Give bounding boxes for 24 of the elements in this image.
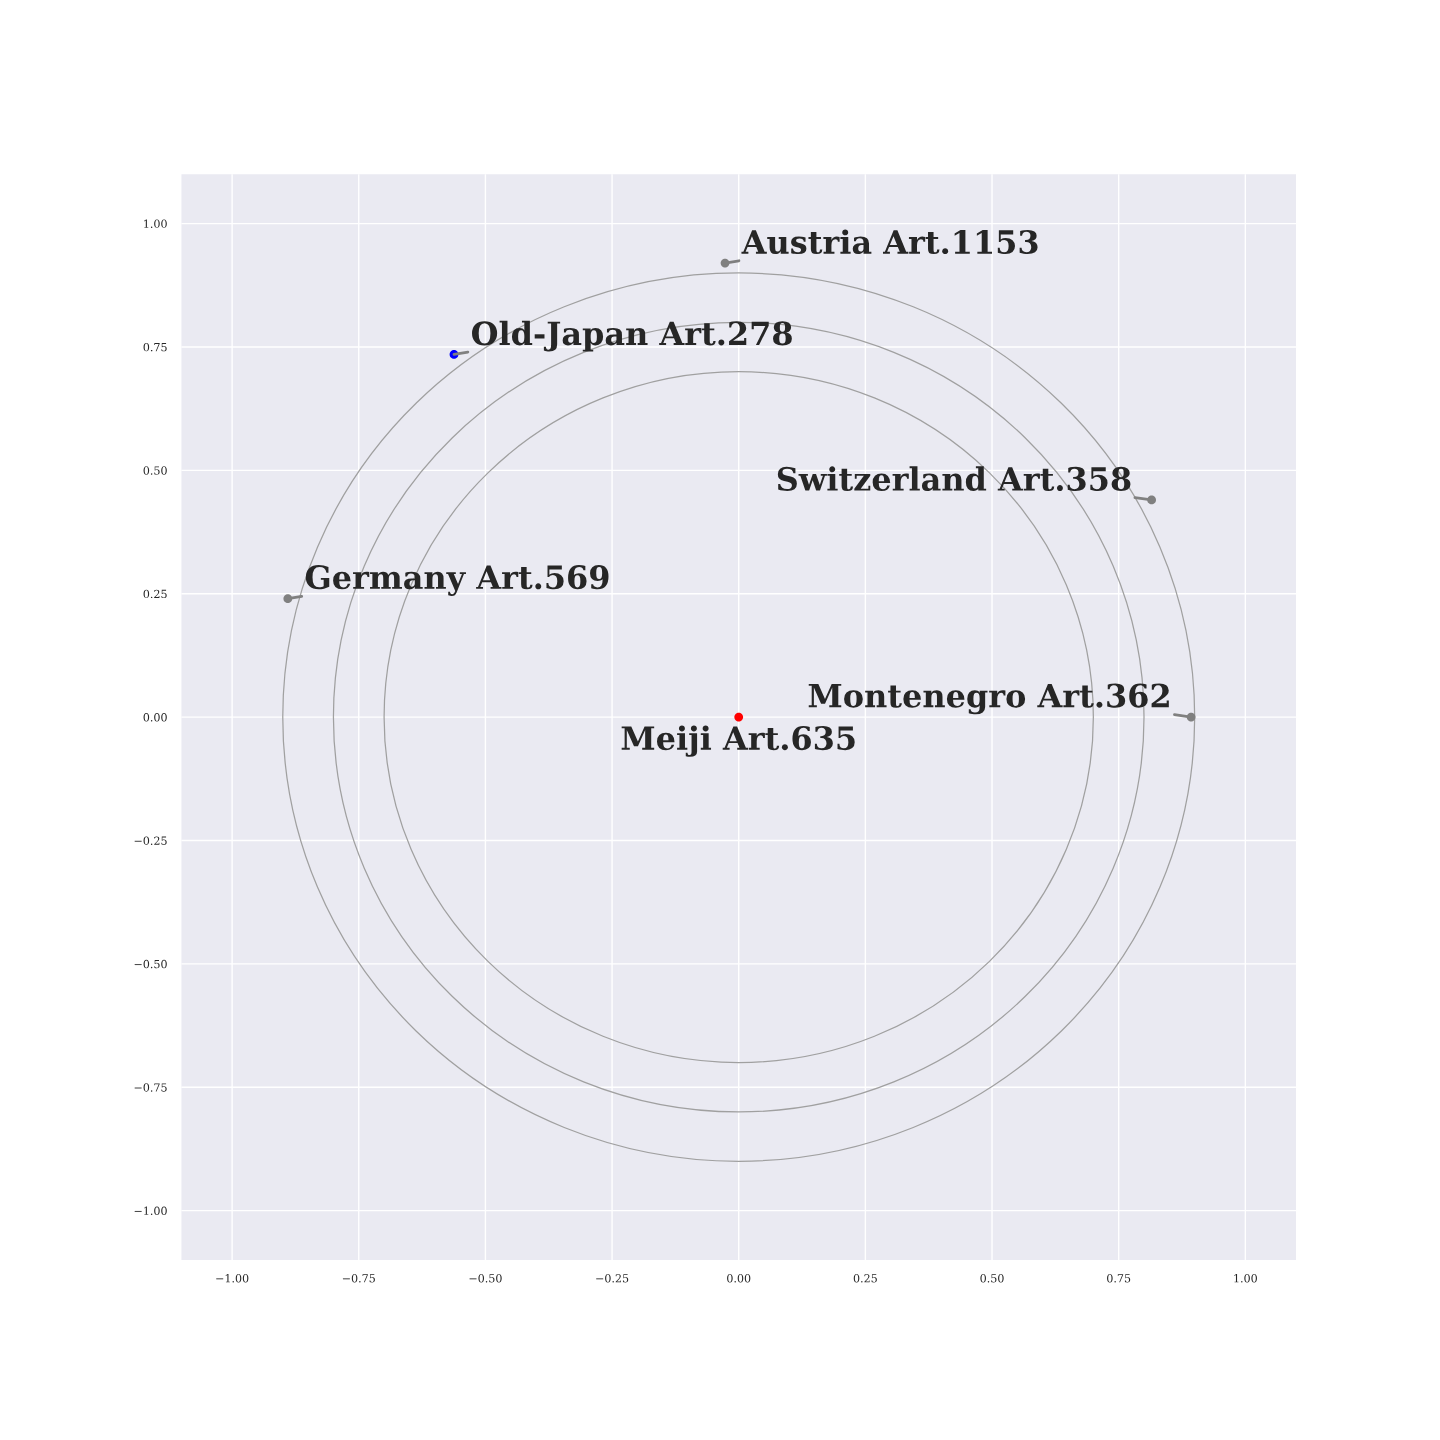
x-tick-label: 1.00 xyxy=(1234,1274,1257,1283)
x-tick-label: 0.75 xyxy=(1107,1274,1131,1283)
x-tick-label: 0.00 xyxy=(727,1274,751,1283)
data-label: Old-Japan Art.278 xyxy=(472,320,792,352)
x-tick-label: 0.50 xyxy=(980,1274,1004,1283)
y-tick-label: 0.75 xyxy=(143,342,167,352)
data-label: Montenegro Art.362 xyxy=(808,683,1169,715)
x-tick-label: −0.50 xyxy=(469,1274,502,1283)
data-label: Meiji Art.635 xyxy=(621,725,855,757)
y-tick-label: 0.25 xyxy=(143,589,167,599)
data-label: Austria Art.1153 xyxy=(741,229,1038,255)
y-tick-label: −0.75 xyxy=(134,1083,167,1092)
y-tick-label: −0.50 xyxy=(134,959,167,969)
y-tick-label: 0.00 xyxy=(143,713,167,722)
x-tick-label: −0.75 xyxy=(342,1274,375,1283)
data-label: Switzerland Art.358 xyxy=(777,466,1131,491)
y-tick-label: −0.25 xyxy=(134,836,167,845)
y-tick-label: 0.50 xyxy=(143,466,167,475)
y-tick-label: 1.00 xyxy=(144,219,167,228)
x-tick-label: −0.25 xyxy=(596,1274,629,1283)
x-tick-label: 0.25 xyxy=(853,1274,877,1283)
y-tick-label: −1.00 xyxy=(134,1206,167,1216)
data-label: Germany Art.569 xyxy=(305,565,609,596)
x-tick-label: −1.00 xyxy=(216,1274,249,1283)
